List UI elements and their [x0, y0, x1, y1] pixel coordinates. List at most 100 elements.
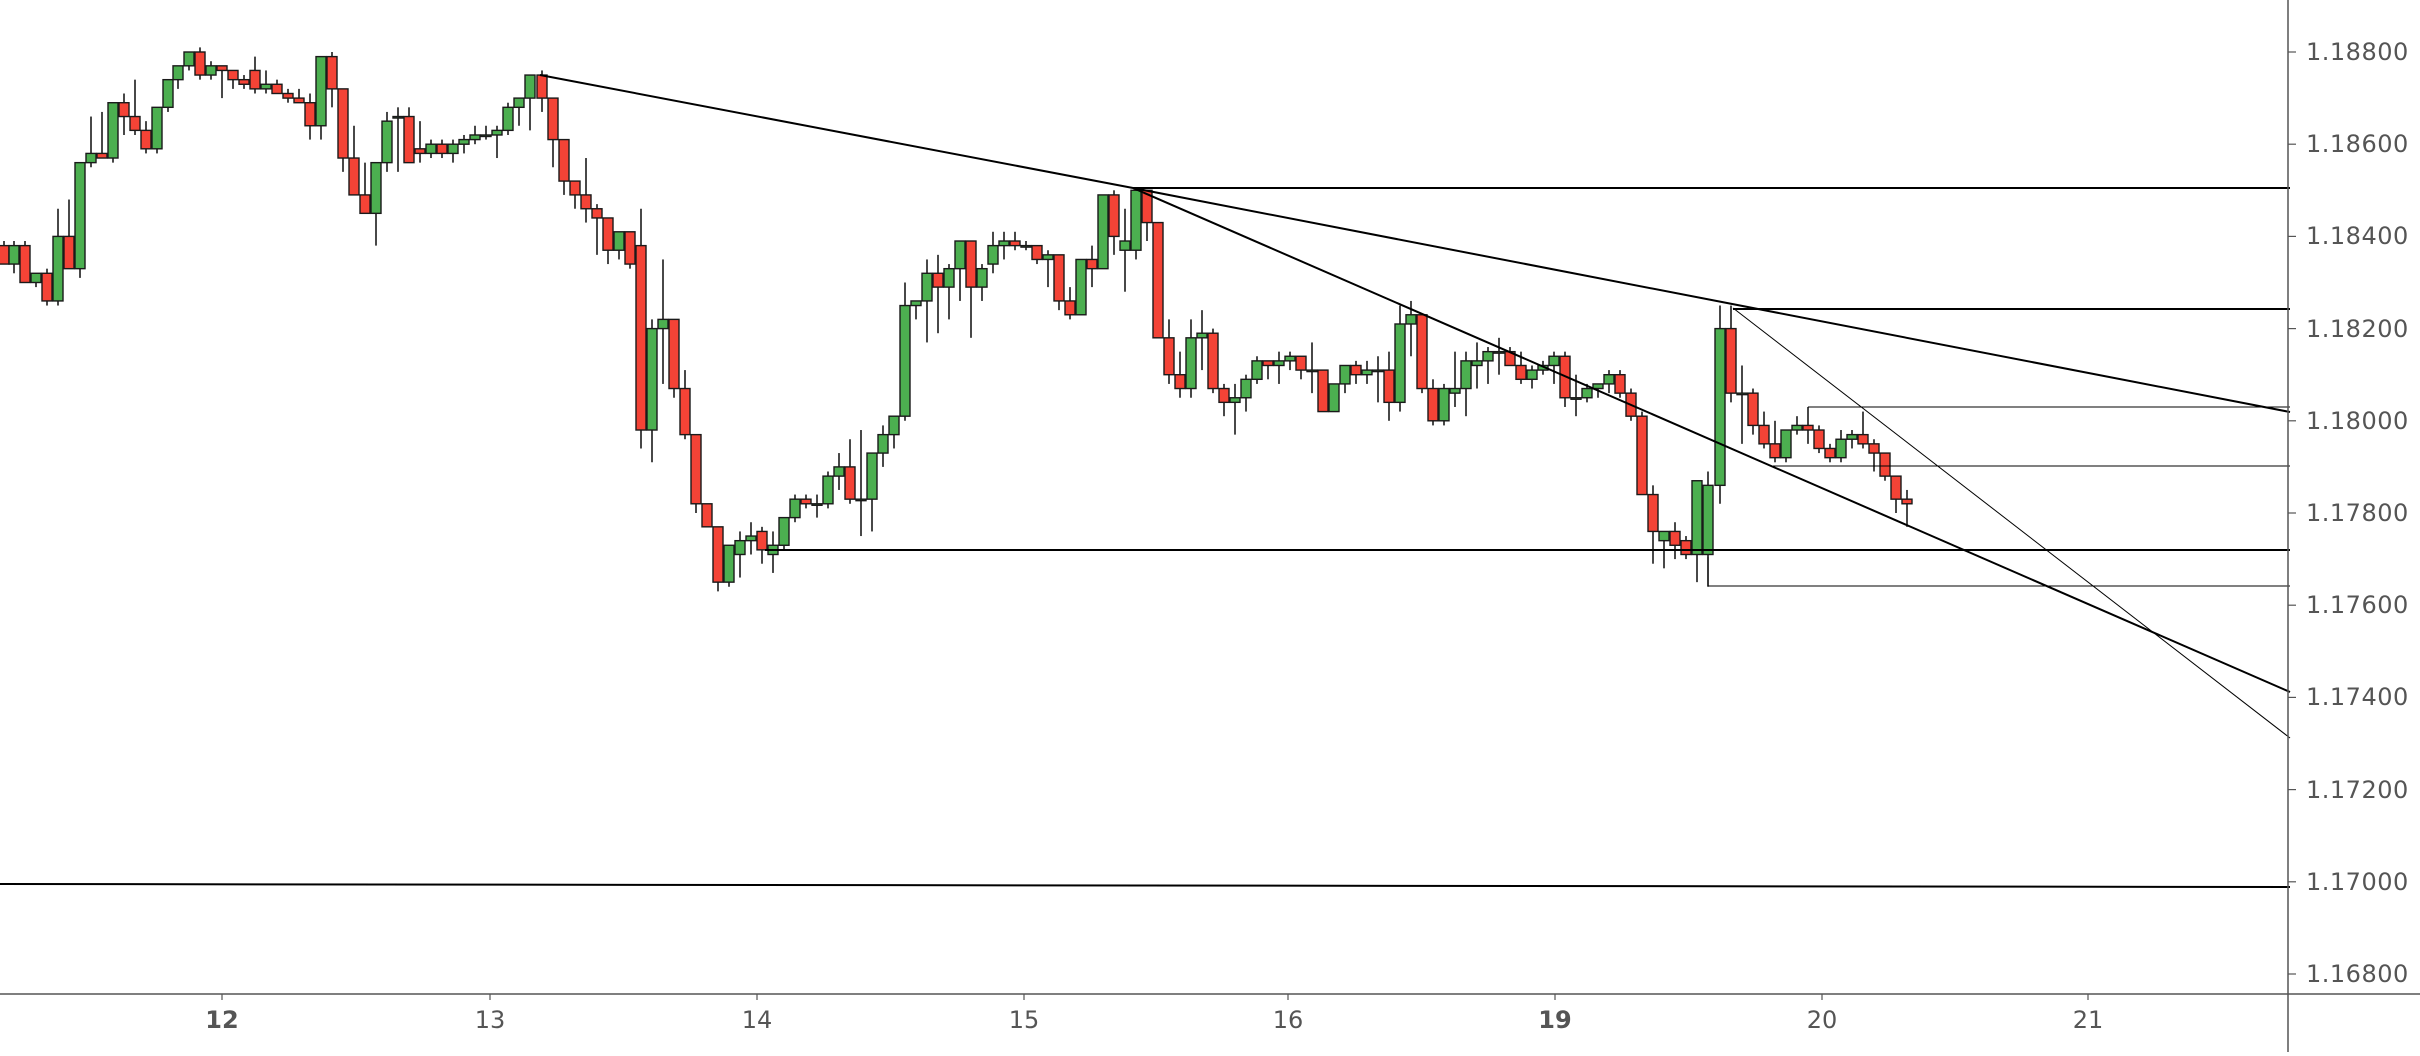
candle	[1009, 231, 1021, 251]
candle	[0, 241, 10, 265]
candle	[1229, 383, 1241, 435]
candle	[282, 88, 294, 103]
candle	[613, 231, 625, 260]
time-tick-label: 21	[2072, 1006, 2104, 1034]
candle	[1769, 420, 1781, 463]
candle	[1185, 319, 1197, 398]
candle	[52, 208, 64, 306]
time-tick-label: 20	[1806, 1006, 1838, 1034]
candle	[1086, 245, 1098, 288]
candle	[1273, 351, 1285, 384]
candle	[315, 55, 327, 140]
candle	[304, 93, 316, 140]
candle	[679, 370, 691, 440]
candle	[1791, 416, 1803, 435]
candle	[41, 268, 53, 306]
candle	[1747, 388, 1759, 435]
candle	[833, 453, 845, 490]
candle	[480, 125, 492, 140]
candle	[1207, 328, 1219, 394]
candle	[74, 161, 86, 278]
candle	[1163, 319, 1175, 384]
trendline-drawing[interactable]	[1132, 187, 2291, 413]
candle	[1119, 208, 1131, 292]
price-tick-label: 1.17800	[2306, 499, 2409, 527]
time-tick-label: 16	[1272, 1006, 1304, 1034]
candle	[140, 121, 152, 154]
candle	[558, 138, 570, 195]
candle	[1636, 411, 1648, 496]
candle	[580, 158, 592, 223]
candle	[1460, 351, 1472, 417]
candle	[1835, 430, 1847, 463]
candle	[1603, 370, 1615, 394]
candle	[602, 217, 614, 265]
hline-drawing[interactable]	[0, 883, 2291, 888]
candle	[1262, 360, 1274, 380]
candle	[701, 503, 713, 528]
drawings-layer[interactable]	[0, 74, 2291, 888]
candle	[1339, 364, 1351, 394]
candle	[1284, 351, 1296, 371]
candle	[425, 139, 437, 159]
candle	[85, 116, 97, 168]
trendline-drawing[interactable]	[1732, 307, 2291, 739]
candle	[767, 531, 779, 573]
candle	[778, 516, 790, 550]
candle	[458, 134, 470, 154]
candle	[789, 494, 801, 523]
candle	[1196, 310, 1208, 371]
candle	[1857, 411, 1869, 449]
candle	[30, 272, 42, 288]
candle	[8, 241, 20, 274]
price-tick-label: 1.18400	[2306, 222, 2409, 251]
candle	[635, 208, 647, 449]
candle	[238, 75, 250, 89]
candle	[932, 254, 944, 334]
candle	[1152, 221, 1164, 339]
candle	[987, 231, 999, 274]
candle	[1218, 383, 1230, 417]
price-tick-label: 1.18800	[2306, 38, 2409, 66]
candle	[712, 526, 724, 592]
candle	[1482, 347, 1494, 384]
candle	[1548, 351, 1560, 384]
candle	[690, 433, 702, 513]
time-tick-label: 19	[1538, 1006, 1572, 1034]
price-tick-label: 1.17600	[2306, 591, 2409, 620]
trendline-drawing[interactable]	[1132, 187, 2291, 693]
trendline-drawing[interactable]	[539, 74, 1134, 189]
candle	[1295, 355, 1307, 380]
candle	[943, 264, 955, 320]
candle	[118, 93, 130, 135]
candle	[19, 241, 31, 284]
price-tick-label: 1.18000	[2306, 406, 2409, 435]
candle	[1064, 287, 1076, 320]
candle	[1780, 429, 1792, 463]
candle	[569, 180, 581, 209]
candle	[1813, 425, 1825, 454]
candle	[1846, 430, 1858, 449]
candle	[151, 106, 163, 154]
candle	[822, 471, 834, 509]
candle	[370, 161, 382, 246]
candle	[227, 69, 239, 89]
candle	[855, 430, 867, 537]
candle	[1647, 485, 1659, 564]
candle	[1714, 305, 1726, 504]
candle	[524, 74, 536, 131]
candle	[249, 56, 261, 94]
candle	[756, 526, 768, 564]
candle	[1416, 314, 1428, 394]
candle	[547, 97, 559, 168]
candle	[668, 318, 680, 398]
candle	[447, 139, 459, 163]
candle	[1725, 305, 1737, 403]
candle	[1383, 351, 1395, 421]
candle	[491, 125, 503, 159]
candle	[734, 531, 746, 578]
candle	[1526, 365, 1538, 389]
